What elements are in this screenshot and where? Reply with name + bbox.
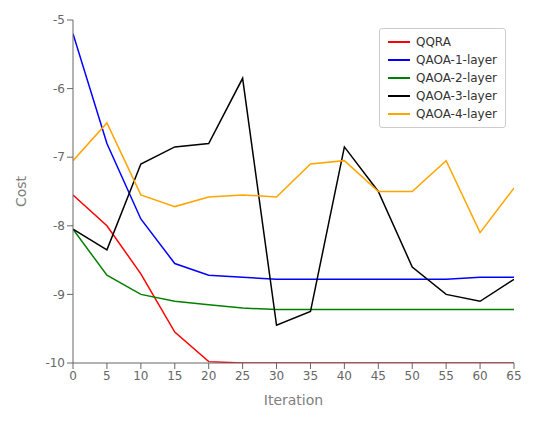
- svg-text:15: 15: [167, 369, 182, 383]
- svg-text:Iteration: Iteration: [264, 392, 323, 408]
- html-text:QAOA-4-layer: QAOA-4-layer: [416, 107, 497, 121]
- html-text:QAOA-1-layer: QAOA-1-layer: [416, 53, 497, 67]
- svg-text:45: 45: [371, 369, 386, 383]
- svg-text:5: 5: [103, 369, 111, 383]
- svg-text:Cost: Cost: [13, 175, 29, 207]
- html-text:QQRA: QQRA: [416, 35, 451, 49]
- svg-text:65: 65: [506, 369, 521, 383]
- svg-text:35: 35: [303, 369, 318, 383]
- svg-text:10: 10: [133, 369, 148, 383]
- svg-text:60: 60: [472, 369, 487, 383]
- svg-text:50: 50: [405, 369, 420, 383]
- svg-text:-9: -9: [53, 288, 65, 302]
- html-text:QAOA-3-layer: QAOA-3-layer: [416, 89, 497, 103]
- svg-text:-8: -8: [53, 219, 65, 233]
- svg-text:0: 0: [69, 369, 77, 383]
- svg-text:-7: -7: [53, 150, 65, 164]
- svg-text:55: 55: [439, 369, 454, 383]
- svg-text:20: 20: [201, 369, 216, 383]
- svg-text:40: 40: [337, 369, 352, 383]
- svg-text:-10: -10: [45, 356, 65, 370]
- svg-text:-6: -6: [53, 82, 65, 96]
- svg-text:25: 25: [235, 369, 250, 383]
- svg-text:30: 30: [269, 369, 284, 383]
- html-text:QAOA-2-layer: QAOA-2-layer: [416, 71, 497, 85]
- svg-text:-5: -5: [53, 13, 65, 27]
